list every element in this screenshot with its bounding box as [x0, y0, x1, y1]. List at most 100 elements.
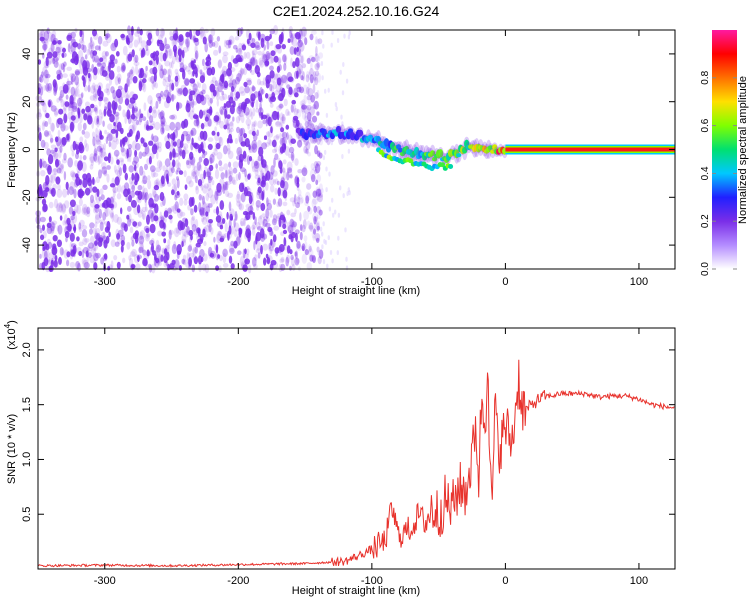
- spectrogram-noise-cell: [90, 103, 95, 109]
- spectrogram-noise-cell: [195, 185, 200, 195]
- spectrogram-noise-cell: [84, 187, 91, 196]
- spectrogram-noise-cell: [115, 129, 119, 139]
- spectrogram-noise-cell: [46, 238, 51, 246]
- spectrogram-noise-cell: [181, 234, 187, 243]
- spectrogram-noise-cell: [164, 60, 171, 67]
- spectrogram-noise-cell: [192, 246, 197, 255]
- spectrogram-noise-cell: [83, 113, 88, 121]
- spectrogram-noise-cell: [191, 137, 194, 146]
- spectrogram-noise-cell: [61, 248, 65, 256]
- spectrogram-noise-cell: [293, 47, 297, 55]
- spectrogram-noise-cell: [215, 116, 219, 124]
- spectrogram-noise-cell: [313, 74, 318, 81]
- spectrogram-noise-cell: [160, 90, 164, 98]
- spectrogram-noise-cell: [55, 58, 58, 65]
- spectrogram-noise-cell: [176, 178, 180, 189]
- spectrogram-noise-cell: [112, 186, 117, 194]
- spectrogram-noise-cell: [327, 87, 330, 93]
- spectrogram-noise-cell: [156, 136, 159, 146]
- spectrogram-noise-cell: [56, 167, 62, 174]
- spectrogram-noise-cell: [68, 103, 73, 112]
- spectrogram-noise-cell: [281, 44, 286, 50]
- spectrogram-noise-cell: [175, 227, 180, 234]
- spectrogram-noise-cell: [220, 234, 225, 241]
- spectrogram-noise-cell: [58, 93, 64, 103]
- spectrogram-noise-cell: [80, 44, 85, 51]
- spectrogram-noise-cell: [296, 196, 301, 205]
- spectrogram-noise-cell: [155, 92, 162, 99]
- spectrogram-noise-cell: [296, 240, 301, 249]
- spectrogram-noise-cell: [292, 120, 297, 128]
- spectrogram-noise-cell: [139, 231, 144, 241]
- spectrogram-noise-cell: [252, 107, 256, 117]
- spectrogram-noise-cell: [129, 69, 134, 75]
- spectrogram-noise-cell: [255, 99, 259, 110]
- spectrogram-noise-cell: [315, 237, 320, 243]
- spectrogram-noise-cell: [90, 248, 94, 257]
- spectrogram-noise-cell: [312, 228, 317, 235]
- spectrogram-noise-cell: [93, 153, 100, 163]
- spectrogram-noise-cell: [59, 145, 63, 153]
- spectrogram-noise-cell: [164, 169, 170, 180]
- spectrogram-noise-cell: [222, 183, 226, 195]
- spectrogram-noise-cell: [166, 264, 171, 271]
- spectrogram-noise-cell: [53, 172, 57, 182]
- spectrogram-noise-cell: [152, 123, 156, 129]
- spectrogram-noise-cell: [132, 221, 138, 227]
- spectrogram-noise-cell: [72, 41, 79, 48]
- spectrogram-noise-cell: [142, 170, 146, 180]
- spectrogram-noise-cell: [178, 147, 183, 157]
- spectrogram-noise-cell: [290, 151, 295, 161]
- spectrogram-noise-cell: [218, 136, 224, 147]
- spectrogram-signal-cell: [383, 138, 390, 147]
- spectrogram-noise-cell: [279, 214, 285, 221]
- spectrogram-noise-cell: [57, 129, 61, 137]
- spectrogram-noise-cell: [304, 115, 309, 123]
- spectrogram-noise-cell: [295, 119, 300, 128]
- spectrogram-noise-cell: [166, 96, 171, 104]
- spectrogram-noise-cell: [163, 248, 168, 256]
- spectrogram-noise-cell: [122, 222, 128, 229]
- spectrogram-noise-cell: [220, 69, 227, 78]
- spectrogram-noise-cell: [67, 157, 73, 168]
- spectrogram-noise-cell: [112, 89, 117, 100]
- spectrogram-noise-cell: [324, 240, 328, 245]
- spectrogram-noise-cell: [223, 39, 227, 48]
- spectrogram-noise-cell: [128, 103, 134, 109]
- spectrogram-noise-cell: [231, 225, 235, 235]
- spectrogram-noise-cell: [230, 91, 234, 100]
- spectrogram-noise-cell: [272, 170, 278, 177]
- spectrogram-noise-cell: [189, 151, 194, 160]
- spectrogram-noise-cell: [93, 107, 98, 112]
- spectrogram-noise-cell: [52, 183, 58, 190]
- spectrogram-noise-cell: [167, 132, 170, 139]
- spectrogram-noise-cell: [237, 132, 243, 143]
- spectrogram-noise-cell: [63, 152, 67, 161]
- spectrogram-noise-cell: [292, 115, 299, 121]
- spectrogram-noise-cell: [163, 261, 168, 268]
- spectrogram-noise-cell: [316, 213, 321, 220]
- spectrogram-noise-cell: [265, 114, 270, 125]
- spectrogram-signal-cell: [414, 146, 420, 156]
- spectrogram-noise-cell: [332, 212, 335, 218]
- spectrogram-noise-cell: [100, 112, 104, 119]
- spectrogram-noise-cell: [163, 238, 167, 244]
- spectrogram-noise-cell: [186, 258, 192, 264]
- spectrogram-noise-cell: [232, 58, 239, 64]
- snr-x-tick-label: 0: [502, 575, 508, 587]
- spectrogram-noise-cell: [105, 136, 109, 145]
- spectrogram-noise-cell: [232, 167, 238, 174]
- spectrogram-noise-cell: [120, 240, 125, 247]
- spectrogram-noise-cell: [241, 182, 245, 190]
- spectrogram-noise-cell: [262, 54, 268, 64]
- spectrogram-noise-cell: [319, 226, 323, 232]
- spectrogram-noise-cell: [198, 82, 202, 89]
- spectrogram-noise-cell: [65, 181, 69, 190]
- spectrogram-noise-cell: [174, 75, 179, 82]
- spectrogram-noise-cell: [184, 66, 191, 72]
- spectrogram-noise-cell: [323, 238, 326, 244]
- spectrogram-y-tick-label: 0: [21, 146, 33, 152]
- spectrogram-noise-cell: [269, 70, 275, 79]
- spectrogram-noise-cell: [138, 235, 145, 245]
- snr-y-multiplier-exponent: 4: [3, 323, 12, 328]
